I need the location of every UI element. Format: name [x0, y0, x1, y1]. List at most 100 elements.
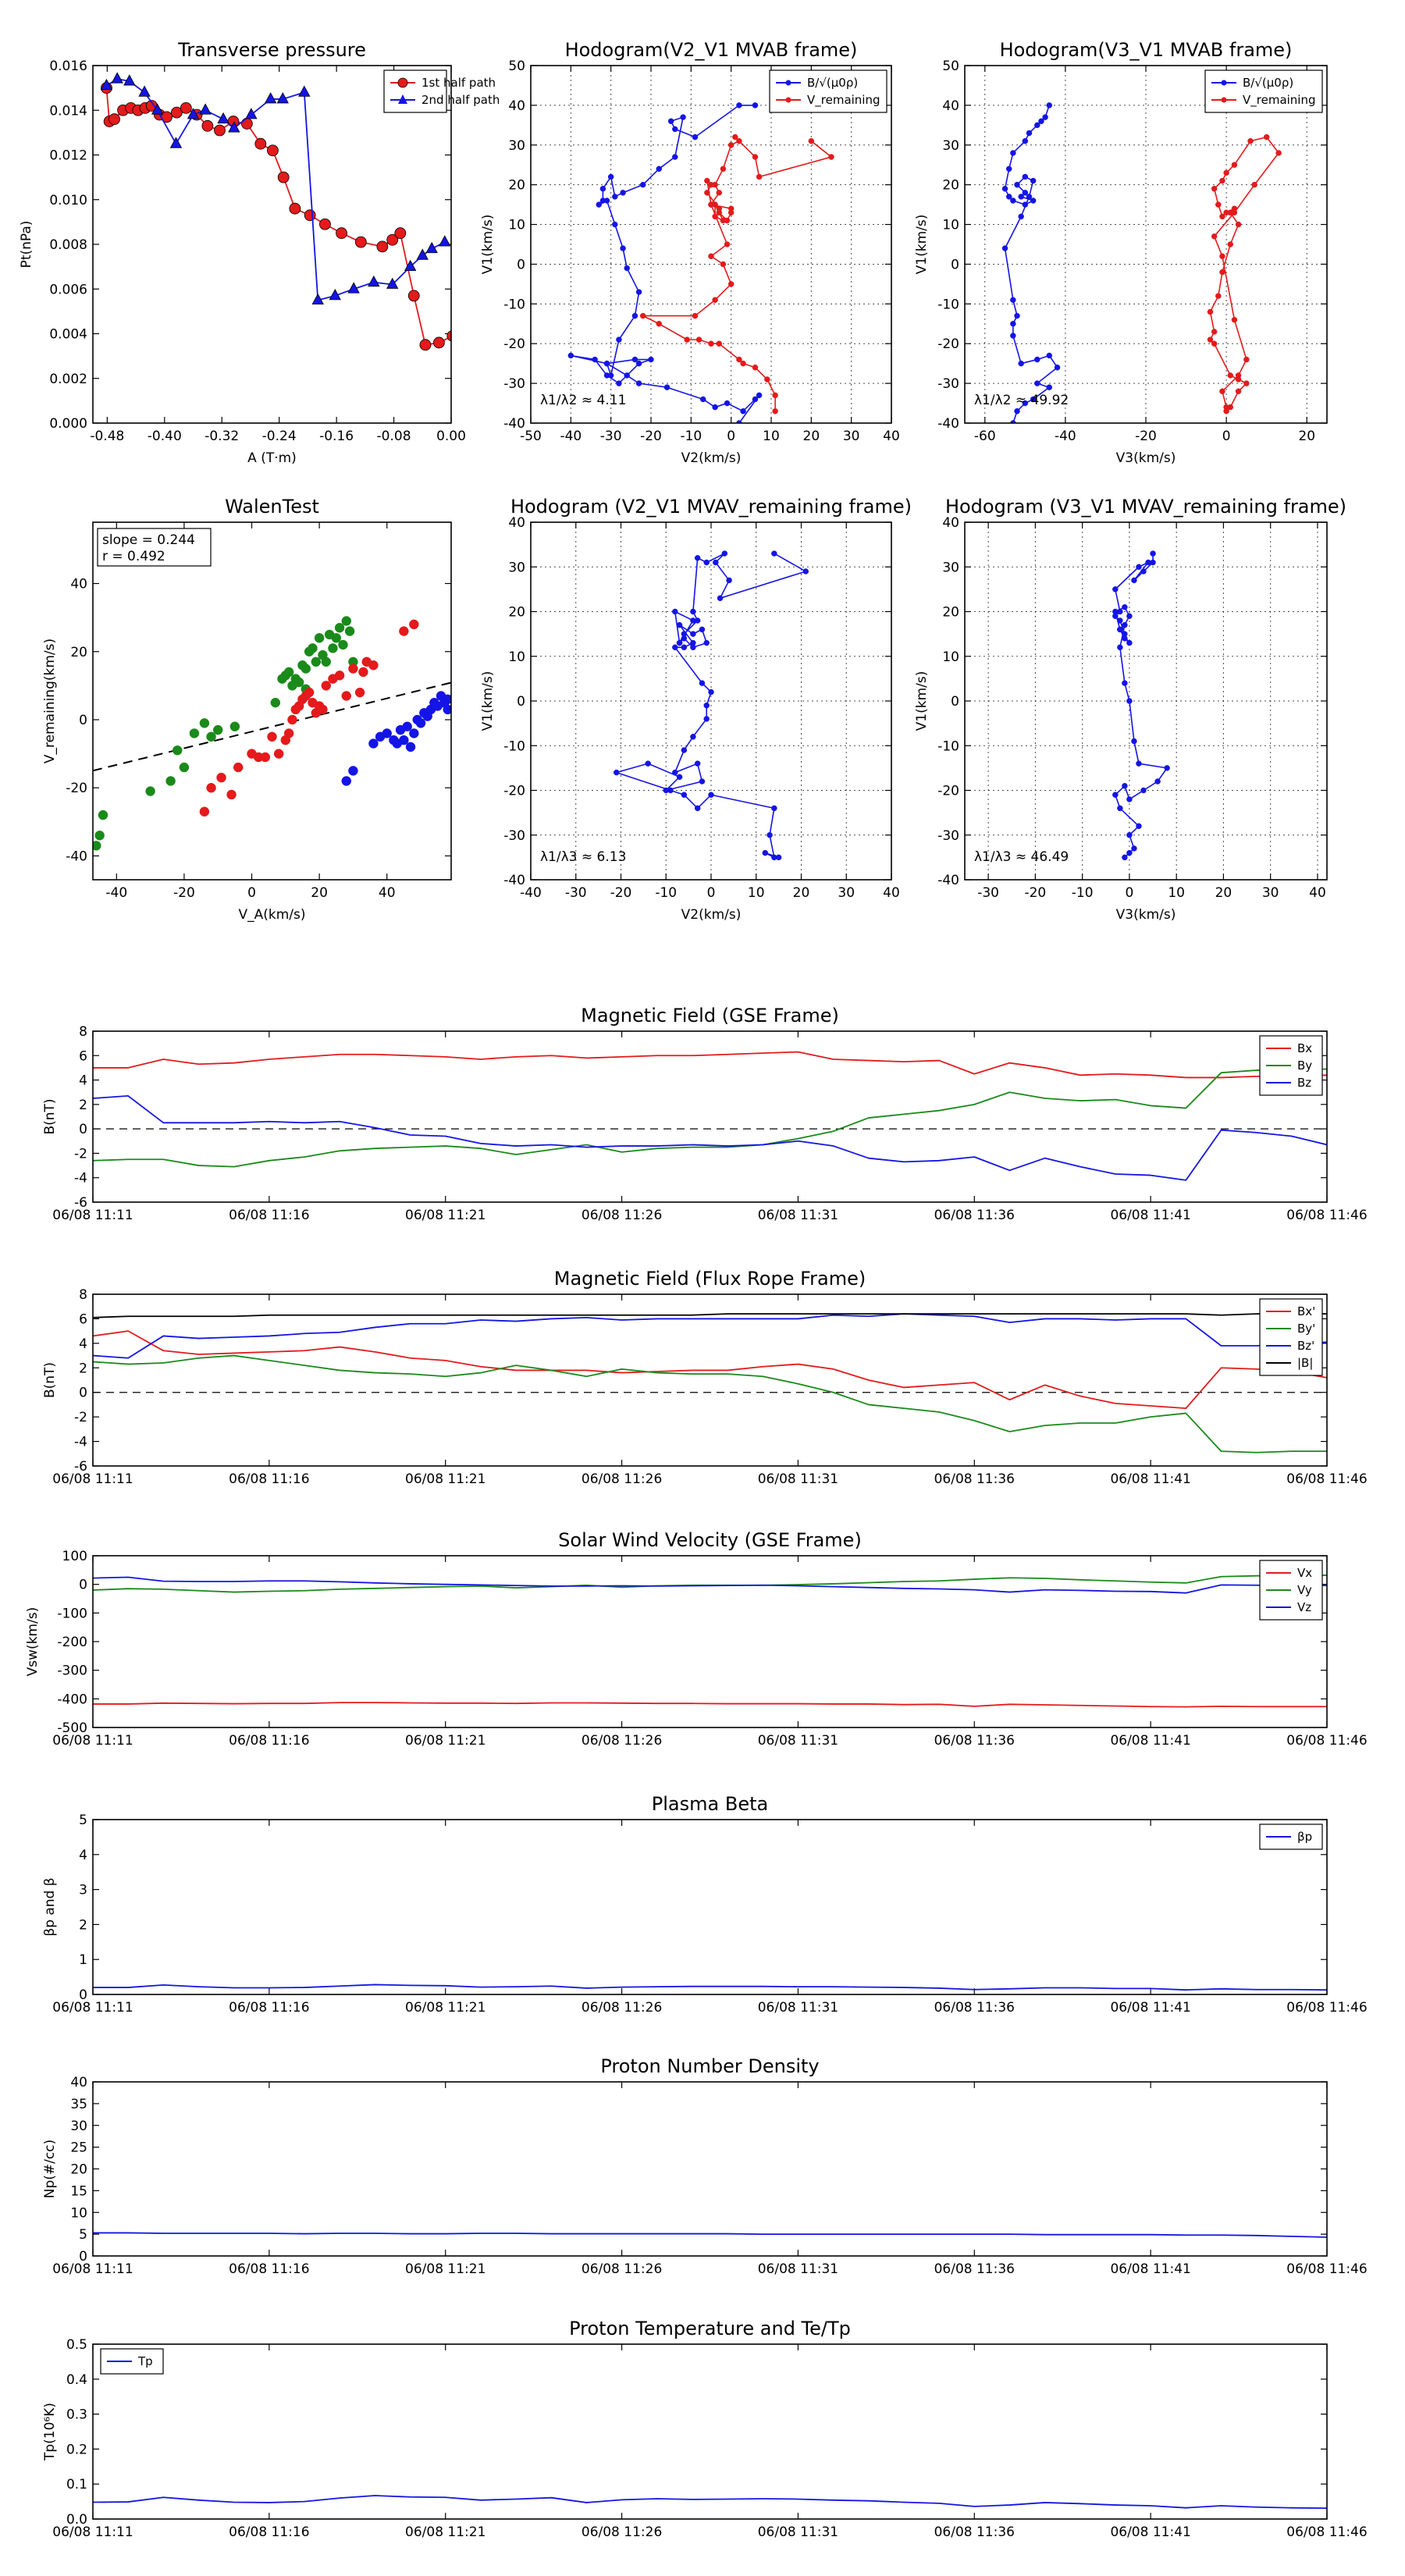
data-point	[716, 190, 723, 196]
data-point	[409, 728, 419, 738]
series-line-series-0	[1115, 553, 1168, 858]
data-point	[631, 356, 638, 363]
x-tick-label: 06/08 11:11	[52, 2000, 133, 2016]
data-point	[690, 734, 696, 740]
data-point	[635, 360, 642, 367]
data-point	[667, 787, 674, 794]
y-axis-label: V1(km/s)	[480, 215, 496, 275]
x-axis-label: V_A(km/s)	[238, 907, 305, 923]
legend-marker	[1221, 80, 1227, 86]
data-point	[828, 154, 834, 160]
y-tick-label: -2	[74, 1146, 87, 1162]
x-tick-label: 40	[379, 885, 396, 901]
data-point	[368, 660, 379, 671]
y-tick-label: -20	[937, 336, 959, 352]
data-point	[712, 297, 718, 303]
x-tick-label: -10	[680, 429, 702, 444]
y-tick-label: -2	[74, 1410, 87, 1425]
legend-label: βp	[1297, 1830, 1312, 1844]
data-point	[736, 356, 742, 363]
data-point	[94, 831, 105, 841]
data-point	[240, 118, 253, 130]
plot-frame	[92, 2081, 1328, 2257]
y-tick-label: 4	[79, 1848, 87, 1863]
legend-label: By	[1297, 1059, 1312, 1073]
x-tick-label: -30	[565, 885, 587, 901]
series-line--b-	[93, 1313, 1327, 1318]
y-axis-label: Np(#/cc)	[42, 2140, 58, 2198]
data-point	[620, 245, 626, 251]
data-point	[416, 248, 429, 260]
data-point	[348, 766, 358, 776]
data-point	[341, 691, 352, 701]
data-point	[1122, 854, 1128, 861]
data-point	[592, 356, 598, 363]
data-point	[639, 312, 646, 319]
data-point	[304, 687, 315, 698]
y-tick-label: 30	[942, 560, 959, 575]
data-point	[1126, 613, 1133, 619]
data-point	[676, 774, 683, 781]
y-tick-label: 50	[942, 59, 959, 74]
legend-label: 1st half path	[422, 76, 496, 90]
data-point	[277, 171, 290, 183]
data-point	[567, 352, 574, 359]
series-line-b-0-	[570, 105, 760, 423]
data-point	[1136, 823, 1142, 830]
data-point	[1018, 213, 1024, 220]
legend-marker	[785, 80, 791, 86]
data-point	[1211, 233, 1218, 240]
data-point	[1223, 209, 1229, 216]
chart-title: Proton Number Density	[600, 2055, 819, 2077]
legend-box	[769, 69, 887, 113]
y-tick-label: 0	[951, 694, 959, 710]
x-tick-label: 0	[1125, 885, 1133, 901]
x-tick-label: 06/08 11:41	[1110, 1208, 1190, 1223]
data-point	[402, 721, 412, 731]
data-point	[287, 714, 297, 725]
plot-area	[93, 1051, 1327, 1181]
y-tick-label: 0	[951, 257, 959, 272]
data-point	[596, 201, 603, 208]
plot-area	[93, 616, 451, 851]
data-point	[1251, 181, 1257, 188]
x-tick-label: 40	[883, 429, 900, 444]
y-tick-label: 8	[79, 1024, 87, 1040]
data-point	[612, 221, 618, 228]
chart-title: Hodogram (V2_V1 MVAV_remaining frame)	[510, 496, 912, 518]
legend-label: Vy	[1297, 1583, 1312, 1597]
y-tick-label: 4	[79, 1073, 87, 1089]
x-tick-label: -60	[974, 429, 996, 444]
data-point	[212, 724, 223, 735]
data-point	[1219, 269, 1225, 276]
data-point	[727, 209, 735, 216]
series-line-series-0	[615, 553, 807, 859]
data-point	[276, 92, 289, 104]
data-point	[216, 772, 226, 783]
data-point	[694, 805, 701, 812]
data-point	[1131, 845, 1137, 852]
data-point	[656, 321, 663, 327]
y-tick-label: 40	[942, 98, 959, 114]
legend-label: Tp	[137, 2354, 153, 2368]
y-tick-label: -20	[503, 336, 525, 352]
data-point	[283, 728, 294, 738]
data-point	[616, 380, 622, 386]
x-tick-label: 06/08 11:16	[229, 1733, 309, 1749]
data-point	[399, 626, 409, 636]
data-point	[1014, 181, 1020, 188]
data-point	[180, 101, 192, 114]
x-tick-label: 06/08 11:31	[758, 1733, 838, 1749]
data-point	[264, 92, 277, 104]
y-tick-label: 30	[508, 560, 525, 575]
data-point	[419, 339, 432, 351]
data-point	[314, 633, 325, 643]
y-tick-label: -40	[937, 416, 959, 432]
data-point	[720, 261, 727, 268]
legend-marker	[785, 97, 791, 103]
data-point	[301, 664, 311, 674]
x-tick-label: 0	[727, 429, 735, 444]
x-tick-label: 06/08 11:26	[582, 1733, 662, 1749]
data-point	[334, 671, 345, 681]
y-tick-label: 0.010	[49, 193, 87, 208]
